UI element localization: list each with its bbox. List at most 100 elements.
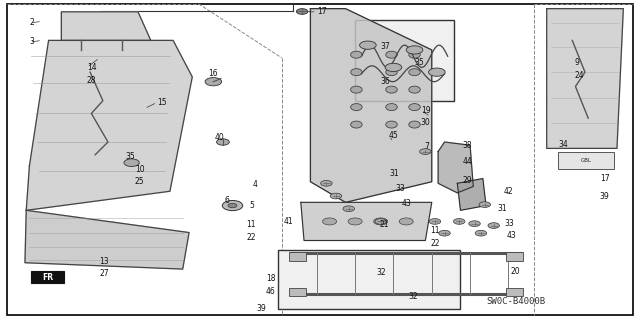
Bar bbox=[278, 250, 461, 309]
Text: 3: 3 bbox=[29, 38, 35, 47]
Text: 41: 41 bbox=[284, 217, 293, 226]
Circle shape bbox=[420, 149, 431, 154]
Ellipse shape bbox=[351, 121, 362, 128]
Text: 35: 35 bbox=[125, 152, 135, 161]
Polygon shape bbox=[301, 202, 432, 241]
Ellipse shape bbox=[409, 69, 420, 76]
Text: GBL: GBL bbox=[581, 158, 592, 163]
Text: 16: 16 bbox=[208, 69, 218, 78]
Text: 31: 31 bbox=[389, 169, 399, 178]
Polygon shape bbox=[26, 41, 192, 210]
Text: 29: 29 bbox=[463, 176, 472, 185]
Polygon shape bbox=[310, 9, 432, 202]
Ellipse shape bbox=[351, 104, 362, 111]
Circle shape bbox=[406, 46, 423, 54]
Text: 36: 36 bbox=[381, 77, 390, 86]
Text: 34: 34 bbox=[558, 140, 568, 149]
Polygon shape bbox=[25, 210, 189, 269]
Circle shape bbox=[454, 219, 465, 224]
Text: 13: 13 bbox=[100, 257, 109, 266]
Text: 38: 38 bbox=[463, 141, 472, 150]
Circle shape bbox=[330, 193, 342, 199]
Polygon shape bbox=[438, 142, 473, 193]
Ellipse shape bbox=[386, 51, 397, 58]
Text: 32: 32 bbox=[376, 268, 386, 277]
Ellipse shape bbox=[409, 86, 420, 93]
Circle shape bbox=[429, 219, 441, 224]
Text: 24: 24 bbox=[574, 71, 584, 80]
Circle shape bbox=[321, 181, 332, 186]
Circle shape bbox=[468, 221, 480, 226]
Text: 11: 11 bbox=[431, 226, 440, 235]
Text: 10: 10 bbox=[135, 165, 145, 174]
Text: FR: FR bbox=[42, 273, 53, 282]
Text: 43: 43 bbox=[402, 199, 412, 208]
Circle shape bbox=[479, 202, 490, 207]
Text: 30: 30 bbox=[421, 118, 431, 128]
Text: 14: 14 bbox=[87, 63, 97, 72]
Text: 44: 44 bbox=[463, 157, 472, 166]
Text: 28: 28 bbox=[87, 76, 97, 85]
Text: 5: 5 bbox=[250, 201, 255, 210]
Text: 17: 17 bbox=[317, 7, 326, 16]
Ellipse shape bbox=[386, 86, 397, 93]
Text: 9: 9 bbox=[574, 58, 579, 67]
Bar bbox=[506, 252, 523, 261]
Ellipse shape bbox=[409, 104, 420, 111]
Text: 42: 42 bbox=[504, 187, 513, 196]
Circle shape bbox=[228, 203, 237, 208]
Text: 39: 39 bbox=[600, 191, 609, 201]
Text: SW0C-B4000B: SW0C-B4000B bbox=[486, 297, 545, 306]
Text: 18: 18 bbox=[266, 274, 275, 283]
Text: 33: 33 bbox=[396, 184, 405, 193]
Text: 32: 32 bbox=[408, 292, 418, 301]
Circle shape bbox=[360, 41, 376, 49]
Text: 43: 43 bbox=[507, 231, 517, 240]
Text: 25: 25 bbox=[135, 177, 145, 186]
Polygon shape bbox=[61, 12, 151, 41]
Text: 31: 31 bbox=[497, 204, 507, 213]
Circle shape bbox=[343, 206, 355, 211]
Circle shape bbox=[399, 218, 413, 225]
Ellipse shape bbox=[351, 69, 362, 76]
Ellipse shape bbox=[409, 121, 420, 128]
Ellipse shape bbox=[386, 121, 397, 128]
Text: 20: 20 bbox=[510, 267, 520, 276]
Bar bbox=[506, 288, 523, 296]
Circle shape bbox=[222, 200, 243, 211]
Text: 17: 17 bbox=[600, 174, 609, 183]
Circle shape bbox=[374, 218, 388, 225]
Text: 37: 37 bbox=[381, 42, 390, 51]
Circle shape bbox=[385, 63, 402, 71]
Text: 39: 39 bbox=[256, 304, 266, 313]
Polygon shape bbox=[547, 9, 623, 148]
Text: 33: 33 bbox=[504, 219, 514, 227]
Circle shape bbox=[439, 230, 451, 236]
Text: 11: 11 bbox=[246, 220, 256, 229]
Text: 4: 4 bbox=[253, 181, 258, 189]
Circle shape bbox=[205, 78, 221, 86]
Bar bbox=[355, 20, 454, 101]
Text: 22: 22 bbox=[246, 233, 256, 242]
Bar bbox=[289, 252, 306, 261]
Text: 2: 2 bbox=[29, 19, 34, 27]
Circle shape bbox=[488, 223, 499, 228]
Ellipse shape bbox=[351, 86, 362, 93]
Bar bbox=[289, 288, 306, 296]
Ellipse shape bbox=[386, 69, 397, 76]
Circle shape bbox=[475, 230, 486, 236]
Circle shape bbox=[429, 68, 445, 76]
Text: 46: 46 bbox=[266, 287, 275, 296]
Ellipse shape bbox=[409, 51, 420, 58]
Ellipse shape bbox=[351, 51, 362, 58]
Circle shape bbox=[348, 218, 362, 225]
Circle shape bbox=[375, 219, 387, 224]
FancyBboxPatch shape bbox=[31, 271, 64, 283]
Text: 22: 22 bbox=[431, 239, 440, 248]
Text: 35: 35 bbox=[415, 58, 424, 67]
Bar bbox=[558, 152, 614, 169]
Text: 19: 19 bbox=[421, 106, 431, 115]
Ellipse shape bbox=[386, 104, 397, 111]
Text: 27: 27 bbox=[100, 269, 109, 278]
Text: 7: 7 bbox=[424, 142, 429, 151]
